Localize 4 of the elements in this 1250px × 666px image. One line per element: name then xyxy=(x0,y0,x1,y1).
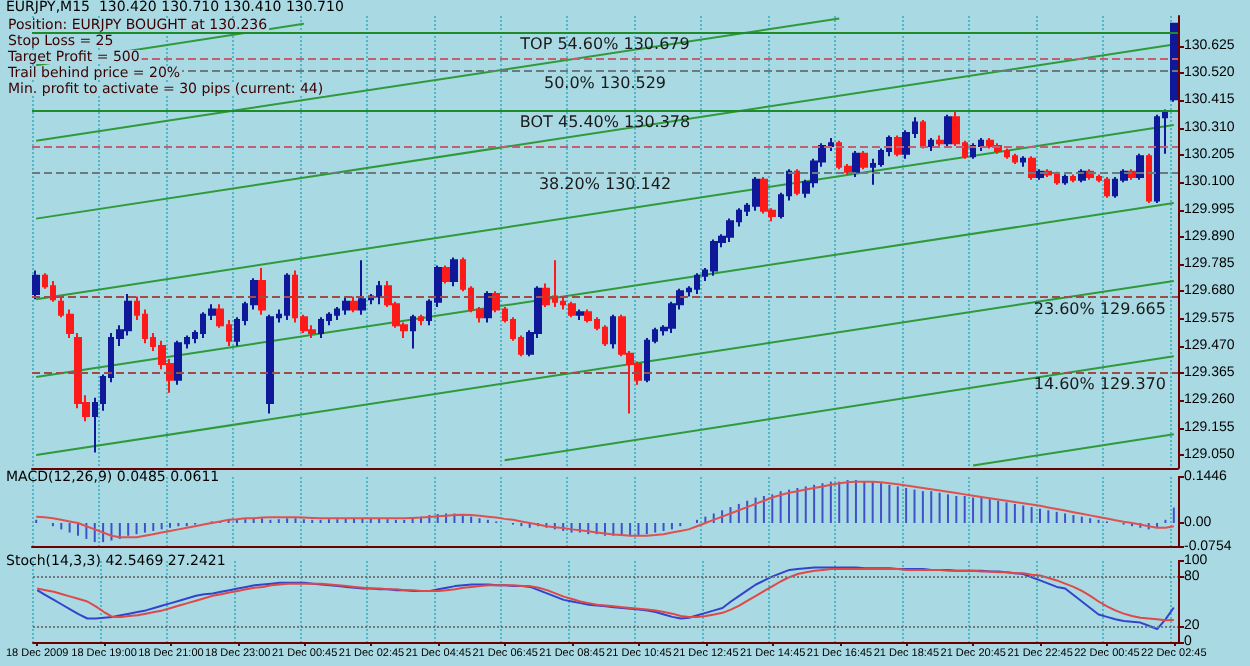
ref-line-label: 38.20% 130.142 xyxy=(538,174,672,193)
ref-line-label: 14.60% 129.370 xyxy=(1033,374,1166,393)
ref-line-label: 23.60% 129.665 xyxy=(1033,299,1166,318)
ref-line-label: 50.0% 130.529 xyxy=(543,73,667,92)
